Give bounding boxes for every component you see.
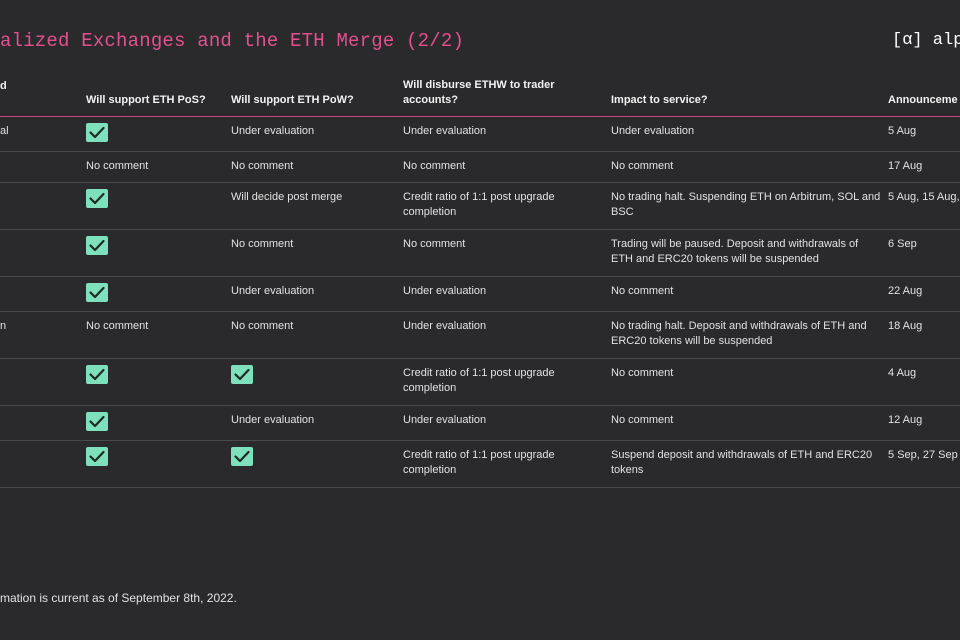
cell-eth-pow: No comment xyxy=(231,238,294,250)
cell-impact: Suspend deposit and withdrawals of ETH a… xyxy=(611,449,873,476)
checkmark-icon xyxy=(86,123,108,142)
checkmark-icon xyxy=(86,283,108,302)
footnote: mation is current as of September 8th, 2… xyxy=(0,591,237,605)
header-ethw: Will disburse ETHW to trader accounts? xyxy=(403,79,555,106)
cell-impact: Trading will be paused. Deposit and with… xyxy=(611,238,859,265)
cell-eth-pos xyxy=(86,412,226,437)
cell-announcement: 18 Aug xyxy=(888,320,923,332)
table-row: Credit ratio of 1:1 post upgrade complet… xyxy=(0,441,960,488)
header-announcement: Announceme xyxy=(888,94,958,106)
table-row: n No comment No comment Under evaluation No … xyxy=(0,312,960,359)
cell-impact: No trading halt. Suspending ETH on Arbit… xyxy=(611,191,881,218)
cell-impact: No comment xyxy=(611,367,674,379)
cell-eth-pos: No comment xyxy=(86,160,149,172)
checkmark-icon xyxy=(86,189,108,208)
cell-eth-pos: No comment xyxy=(86,320,149,332)
cell-impact: No comment xyxy=(611,285,674,297)
cell-ethw: Credit ratio of 1:1 post upgrade complet… xyxy=(403,191,555,218)
table-row: Under evaluation Under evaluation No comme… xyxy=(0,277,960,312)
cell-exchange: n xyxy=(0,320,7,332)
cell-eth-pow: Under evaluation xyxy=(231,125,315,137)
cell-eth-pow: Under evaluation xyxy=(231,285,315,297)
header-impact: Impact to service? xyxy=(611,94,708,106)
table-body: al Under evaluation Under evaluation Under … xyxy=(0,117,960,488)
cell-eth-pos xyxy=(86,365,226,390)
table-header-row: d Will support ETH PoS? Will support ETH… xyxy=(0,74,960,117)
cell-ethw: Under evaluation xyxy=(403,285,487,297)
page-title: alized Exchanges and the ETH Merge (2/2) xyxy=(0,30,465,52)
table-row: No comment No comment No comment No comment… xyxy=(0,152,960,183)
header-eth-pow: Will support ETH PoW? xyxy=(231,94,354,106)
table-row: al Under evaluation Under evaluation Under … xyxy=(0,117,960,152)
cell-announcement: 17 Aug xyxy=(888,160,923,172)
cell-announcement: 6 Sep xyxy=(888,238,917,250)
cell-eth-pos xyxy=(86,236,226,261)
cell-announcement: 12 Aug xyxy=(888,414,923,426)
table-row: Under evaluation Under evaluation No comme… xyxy=(0,406,960,441)
cell-ethw: Under evaluation xyxy=(403,320,487,332)
checkmark-icon xyxy=(231,365,253,384)
exchange-table: d Will support ETH PoS? Will support ETH… xyxy=(0,74,960,488)
checkmark-icon xyxy=(86,412,108,431)
cell-ethw: No comment xyxy=(403,160,466,172)
cell-announcement: 4 Aug xyxy=(888,367,917,379)
cell-eth-pos xyxy=(86,123,226,148)
checkmark-icon xyxy=(86,447,108,466)
cell-ethw: Under evaluation xyxy=(403,414,487,426)
cell-ethw: Credit ratio of 1:1 post upgrade complet… xyxy=(403,367,555,394)
cell-exchange: al xyxy=(0,125,9,137)
cell-eth-pow: No comment xyxy=(231,160,294,172)
cell-announcement: 5 Aug, 15 Aug, xyxy=(888,191,960,203)
cell-eth-pow: Will decide post merge xyxy=(231,191,343,203)
alpha-logo: [α] alph xyxy=(892,31,960,50)
cell-impact: No comment xyxy=(611,414,674,426)
cell-eth-pow: No comment xyxy=(231,320,294,332)
cell-eth-pos xyxy=(86,283,226,308)
cell-ethw: Under evaluation xyxy=(403,125,487,137)
table-row: Credit ratio of 1:1 post upgrade complet… xyxy=(0,359,960,406)
cell-eth-pos xyxy=(86,189,226,214)
cell-eth-pow: Under evaluation xyxy=(231,414,315,426)
table-row: No comment No comment Trading will be paus… xyxy=(0,230,960,277)
header-exchange: d xyxy=(0,80,7,92)
cell-eth-pow xyxy=(231,447,399,472)
cell-eth-pow xyxy=(231,365,399,390)
cell-impact: Under evaluation xyxy=(611,125,695,137)
cell-eth-pos xyxy=(86,447,226,472)
cell-announcement: 5 Aug xyxy=(888,125,917,137)
checkmark-icon xyxy=(231,447,253,466)
checkmark-icon xyxy=(86,236,108,255)
table-row: Will decide post merge Credit ratio of 1:… xyxy=(0,183,960,230)
cell-announcement: 22 Aug xyxy=(888,285,923,297)
cell-impact: No comment xyxy=(611,160,674,172)
cell-ethw: Credit ratio of 1:1 post upgrade complet… xyxy=(403,449,555,476)
checkmark-icon xyxy=(86,365,108,384)
cell-announcement: 5 Sep, 27 Sep xyxy=(888,449,958,461)
header-eth-pos: Will support ETH PoS? xyxy=(86,94,206,106)
cell-impact: No trading halt. Deposit and withdrawals… xyxy=(611,320,867,347)
cell-ethw: No comment xyxy=(403,238,466,250)
